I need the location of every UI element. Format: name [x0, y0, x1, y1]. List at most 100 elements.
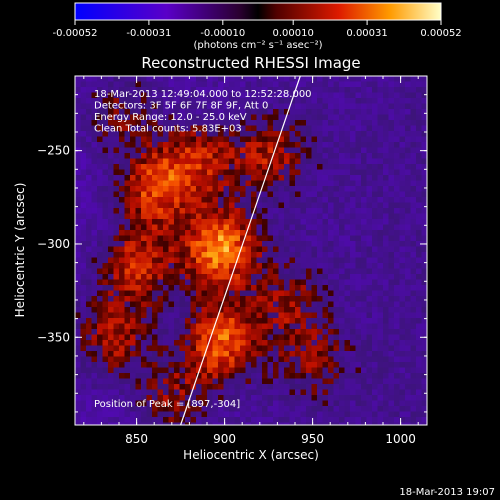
heatmap-cell [328, 175, 334, 181]
heatmap-cell [328, 296, 334, 302]
heatmap-cell [394, 318, 400, 324]
heatmap-cell [361, 384, 367, 390]
heatmap-cell [130, 395, 136, 401]
heatmap-cell [245, 180, 252, 187]
heatmap-cell [416, 290, 422, 297]
heatmap-cell [240, 312, 246, 319]
heatmap-cell [383, 202, 389, 209]
heatmap-cell [251, 323, 257, 330]
heatmap-cell [196, 389, 202, 396]
heatmap-cell [218, 263, 224, 269]
heatmap-cell [416, 147, 422, 154]
heatmap-cell [355, 312, 362, 319]
heatmap-cell [289, 296, 296, 302]
heatmap-cell [394, 290, 400, 297]
heatmap-cell [124, 114, 131, 121]
heatmap-cell [234, 235, 241, 242]
heatmap-cell [201, 87, 208, 93]
heatmap-cell [201, 109, 208, 115]
heatmap-cell [234, 103, 241, 110]
heatmap-cell [262, 158, 268, 165]
heatmap-cell [146, 153, 153, 159]
heatmap-cell [152, 191, 158, 198]
heatmap-cell [113, 235, 120, 242]
heatmap-cell [372, 92, 378, 99]
heatmap-cell [218, 378, 224, 385]
heatmap-cell [300, 279, 307, 286]
heatmap-cell [350, 389, 356, 396]
heatmap-cell [190, 257, 197, 264]
heatmap-cell [124, 351, 131, 357]
heatmap-cell [141, 147, 147, 154]
heatmap-cell [328, 329, 334, 335]
heatmap-cell [284, 307, 290, 313]
heatmap-cell [361, 92, 367, 99]
heatmap-cell [311, 142, 318, 148]
heatmap-cell [91, 246, 98, 253]
heatmap-cell [124, 202, 131, 209]
heatmap-cell [256, 351, 263, 357]
heatmap-cell [333, 323, 340, 330]
heatmap-cell [394, 109, 400, 115]
heatmap-cell [245, 268, 252, 275]
heatmap-cell [278, 191, 285, 198]
heatmap-cell [295, 318, 301, 324]
heatmap-cell [234, 279, 241, 286]
heatmap-cell [91, 202, 98, 209]
heatmap-cell [141, 125, 147, 132]
heatmap-cell [240, 367, 246, 374]
heatmap-cell [102, 186, 109, 192]
heatmap-cell [377, 378, 384, 385]
heatmap-cell [394, 411, 400, 418]
heatmap-cell [399, 197, 406, 203]
heatmap-cell [185, 290, 191, 297]
heatmap-cell [350, 257, 356, 264]
heatmap-cell [212, 147, 219, 154]
heatmap-cell [113, 384, 120, 390]
heatmap-cell [245, 213, 252, 220]
heatmap-cell [168, 252, 175, 258]
heatmap-cell [322, 274, 329, 280]
heatmap-cell [185, 92, 191, 99]
heatmap-cell [344, 219, 351, 225]
heatmap-cell [185, 103, 191, 110]
heatmap-cell [234, 114, 241, 121]
heatmap-cell [135, 373, 142, 379]
heatmap-cell [322, 422, 329, 425]
heatmap-cell [344, 279, 351, 286]
heatmap-cell [157, 136, 164, 143]
heatmap-cell [207, 362, 213, 368]
heatmap-cell [311, 224, 318, 231]
heatmap-cell [146, 164, 153, 170]
heatmap-cell [190, 373, 197, 379]
heatmap-cell [306, 389, 312, 396]
heatmap-cell [350, 329, 356, 335]
heatmap-cell [273, 422, 279, 425]
heatmap-cell [168, 345, 175, 352]
heatmap-cell [113, 114, 120, 121]
heatmap-cell [130, 274, 136, 280]
heatmap-cell [350, 411, 356, 418]
heatmap-cell [108, 142, 114, 148]
heatmap-cell [196, 81, 202, 88]
heatmap-cell [97, 164, 103, 170]
heatmap-cell [119, 175, 125, 181]
heatmap-cell [124, 384, 131, 390]
heatmap-cell [119, 136, 125, 143]
heatmap-cell [410, 334, 417, 341]
heatmap-cell [86, 131, 92, 137]
heatmap-cell [223, 213, 230, 220]
heatmap-cell [328, 120, 334, 126]
heatmap-cell [394, 76, 400, 82]
heatmap-cell [168, 92, 175, 99]
heatmap-cell [300, 103, 307, 110]
heatmap-cell [91, 351, 98, 357]
heatmap-cell [124, 334, 131, 341]
heatmap-cell [421, 153, 427, 159]
heatmap-cell [251, 263, 257, 269]
heatmap-cell [130, 312, 136, 319]
heatmap-cell [372, 81, 378, 88]
heatmap-cell [212, 136, 219, 143]
heatmap-cell [207, 230, 213, 236]
heatmap-cell [240, 279, 246, 286]
